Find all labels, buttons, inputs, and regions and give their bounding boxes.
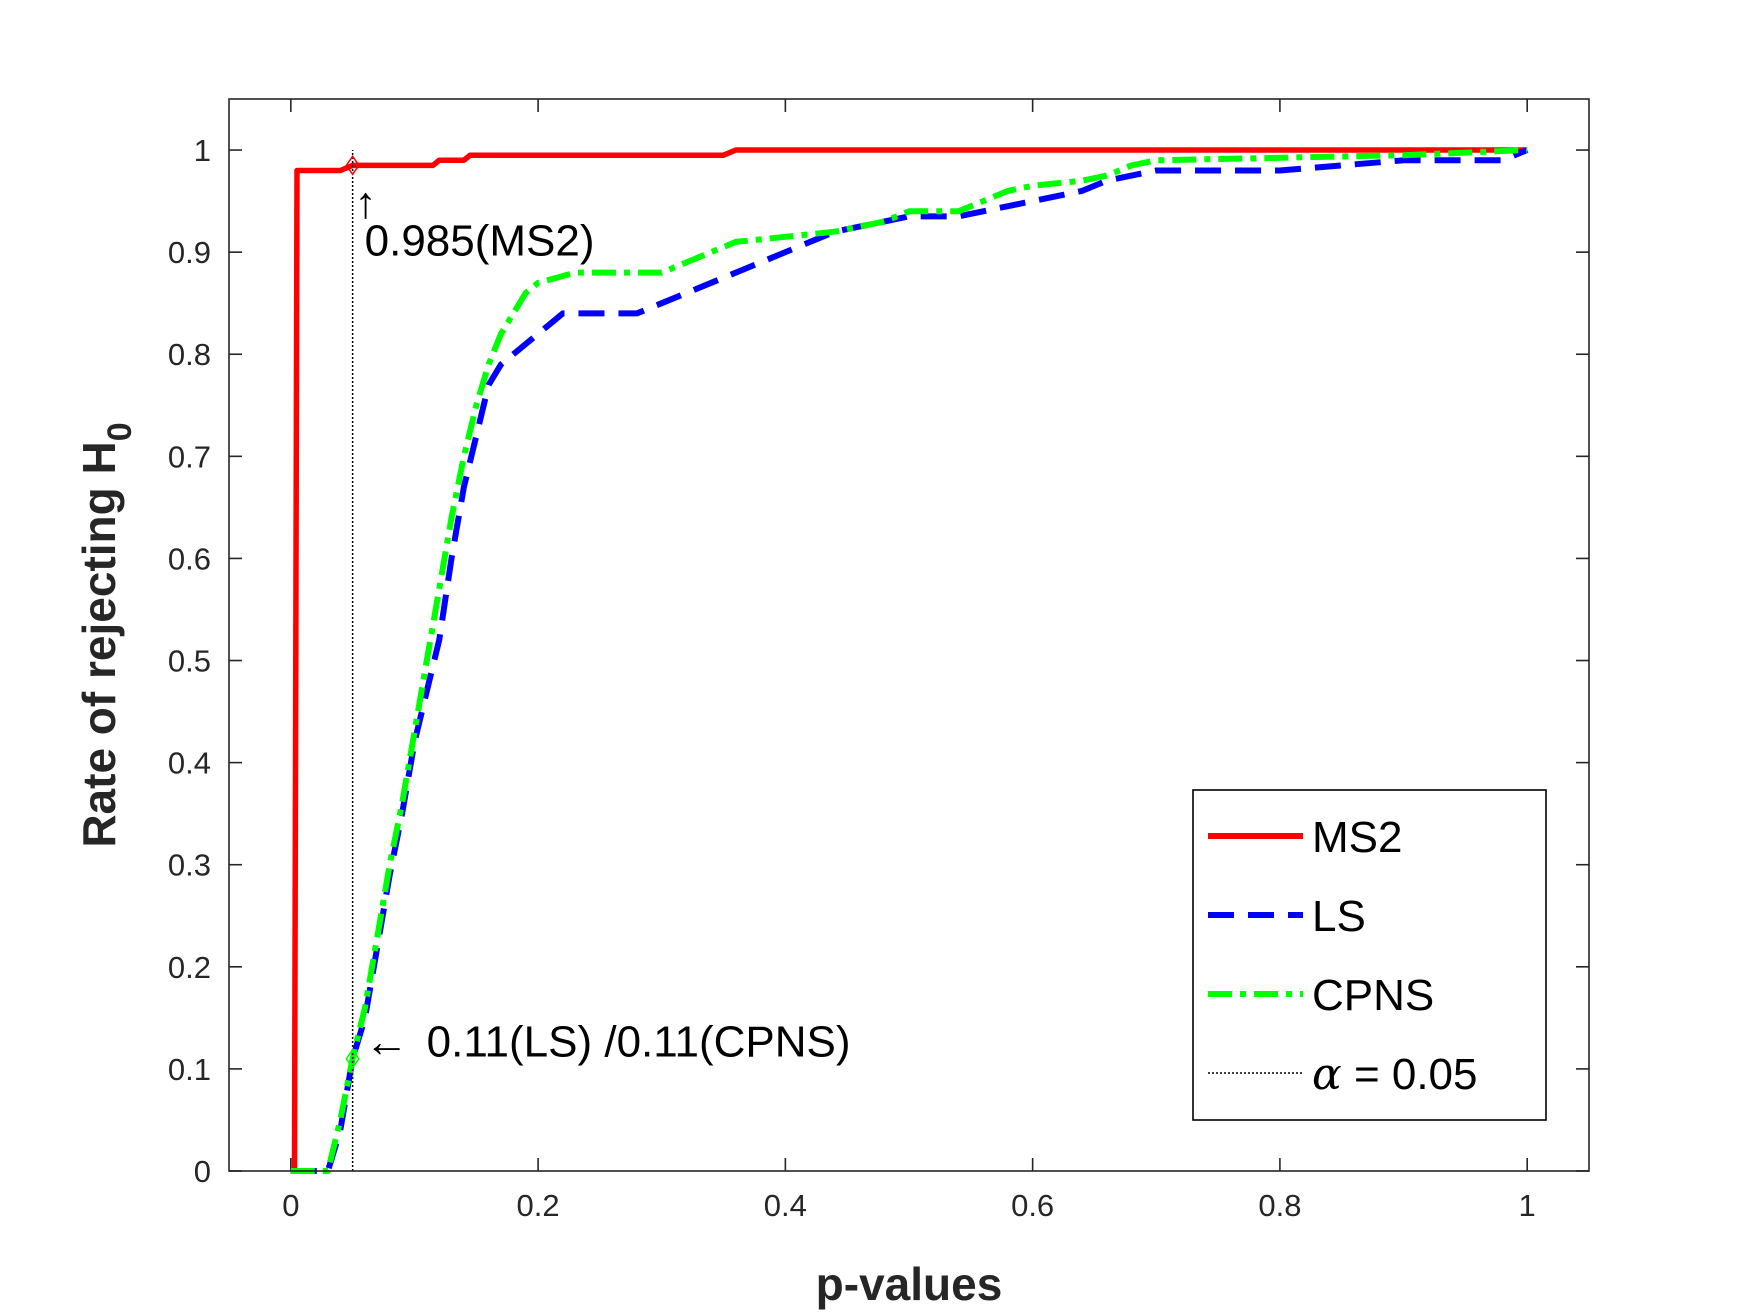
y-tick-label: 0.1 (168, 1052, 211, 1087)
y-tick-label: 0.7 (168, 439, 211, 474)
ms2-arrow-icon: ↑ (355, 178, 377, 227)
legend: MS2 LS CPNS α = 0.05 (1192, 789, 1547, 1121)
x-tick-label: 0.8 (1258, 1188, 1301, 1223)
series-line-cpns (290, 147, 1528, 1174)
series-layer (290, 147, 1529, 1174)
alpha-symbol: α (1312, 1049, 1342, 1100)
legend-label-alpha: α = 0.05 (1312, 1049, 1478, 1100)
ls-cpns-marker-icon (345, 1048, 360, 1070)
alpha-value: = 0.05 (1342, 1050, 1478, 1099)
y-tick-label: 1 (194, 133, 211, 168)
annotation-layer: ↑0.985(MS2) ← 0.11(LS) /0.11(CPNS) (345, 155, 851, 1070)
x-tick-label: 0 (282, 1188, 299, 1223)
y-tick-label: 0.3 (168, 848, 211, 883)
x-tick-labels: 0 0.2 0.4 0.6 0.8 1 (282, 1188, 1536, 1223)
ls-cpns-annotation-label: 0.11(LS) /0.11(CPNS) (427, 1018, 851, 1067)
x-tick-label: 0.6 (1011, 1188, 1054, 1223)
y-tick-label: 0.8 (168, 337, 211, 372)
x-tick-label: 0.2 (517, 1188, 560, 1223)
series-line-ms2 (290, 147, 1528, 1174)
axis-ticks (229, 99, 1589, 1172)
x-tick-label: 0.4 (764, 1188, 807, 1223)
y-tick-labels: 0 0.1 0.2 0.3 0.4 0.5 0.6 0.7 0.8 0.9 1 (168, 133, 211, 1189)
legend-label-cpns: CPNS (1312, 971, 1434, 1020)
y-axis-label-subscript: 0 (101, 422, 139, 441)
y-tick-label: 0.5 (168, 644, 211, 679)
legend-label-ms2: MS2 (1312, 813, 1402, 862)
x-tick-label: 1 (1519, 1188, 1536, 1223)
ms2-annotation-label: 0.985(MS2) (365, 216, 595, 265)
y-tick-label: 0.4 (168, 746, 211, 781)
y-tick-label: 0.9 (168, 235, 211, 270)
ls-cpns-arrow-icon: ← (365, 1018, 409, 1067)
ms2-marker-icon (345, 155, 360, 176)
y-tick-label: 0.2 (168, 950, 211, 985)
y-tick-label: 0.6 (168, 541, 211, 576)
legend-label-ls: LS (1312, 892, 1366, 941)
plot-frame (228, 98, 1590, 1172)
x-axis-label: p-values (816, 1258, 1003, 1310)
y-tick-label: 0 (194, 1154, 211, 1189)
y-axis-label-main: Rate of rejecting H (73, 441, 125, 847)
y-axis-label: Rate of rejecting H0 (73, 422, 139, 847)
legend-box (1192, 789, 1547, 1121)
